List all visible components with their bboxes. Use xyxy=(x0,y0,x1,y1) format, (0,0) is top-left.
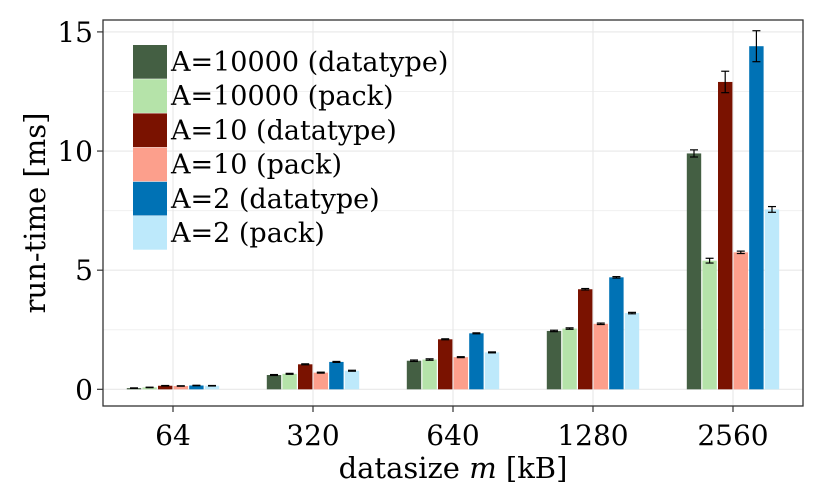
error-bar xyxy=(332,360,341,363)
error-bar xyxy=(736,250,745,255)
bar xyxy=(624,313,640,390)
error-bar xyxy=(488,351,496,354)
bar xyxy=(718,81,733,390)
bar xyxy=(142,387,157,390)
error-bar xyxy=(628,311,636,315)
x-tick-label: 320 xyxy=(286,419,339,452)
legend-item: A=10 (datatype) xyxy=(133,113,397,148)
error-bar xyxy=(410,359,418,363)
bar xyxy=(593,323,608,390)
bar xyxy=(204,385,220,390)
error-bar xyxy=(456,356,465,359)
bar xyxy=(313,372,328,390)
error-bar xyxy=(752,30,761,63)
x-axis-title-unit: [kB] xyxy=(497,451,568,485)
bar xyxy=(702,260,717,390)
legend: A=10000 (datatype)A=10000 (pack)A=10 (da… xyxy=(133,45,448,250)
error-bar xyxy=(690,149,698,158)
legend-item: A=2 (datatype) xyxy=(133,181,380,216)
error-bar xyxy=(612,276,621,279)
x-tick-label: 640 xyxy=(426,419,479,452)
bar xyxy=(562,328,577,390)
legend-swatch xyxy=(133,113,167,148)
y-axis-title: run-time [ms] xyxy=(18,113,52,314)
legend-item: A=10000 (datatype) xyxy=(133,45,448,79)
error-bar xyxy=(721,70,730,94)
error-bar xyxy=(705,257,714,264)
bar xyxy=(422,359,437,390)
legend-swatch xyxy=(133,216,167,250)
legend-label: A=2 (pack) xyxy=(170,218,325,249)
x-axis-title-variable: m xyxy=(469,451,497,485)
x-axis-title: datasize m [kB] xyxy=(339,451,568,485)
error-bar xyxy=(301,363,310,366)
bar xyxy=(329,361,344,390)
legend-label: A=2 (datatype) xyxy=(170,184,380,215)
bar xyxy=(764,209,780,390)
legend-swatch xyxy=(133,147,167,182)
x-axis-title-prefix: datasize xyxy=(339,451,470,485)
bar xyxy=(484,352,500,390)
x-tick-label: 1280 xyxy=(557,419,628,452)
bar xyxy=(609,277,624,390)
error-bar xyxy=(768,205,776,213)
bar xyxy=(438,339,453,390)
y-tick-label: 0 xyxy=(75,373,93,406)
y-tick-label: 5 xyxy=(75,254,93,287)
legend-label: A=10000 (pack) xyxy=(170,81,394,112)
bar xyxy=(266,375,282,390)
error-bar xyxy=(565,327,574,330)
error-bar xyxy=(596,322,605,326)
error-bar xyxy=(472,332,481,335)
grid xyxy=(103,20,803,406)
legend-label: A=10 (pack) xyxy=(170,150,342,181)
bar xyxy=(733,252,748,390)
legend-swatch xyxy=(133,79,167,113)
error-bar xyxy=(348,369,356,372)
bar xyxy=(189,385,204,390)
error-bar xyxy=(550,329,558,333)
error-bar xyxy=(581,287,590,291)
legend-label: A=10000 (datatype) xyxy=(170,47,448,78)
error-bar xyxy=(316,371,325,374)
legend-item: A=10 (pack) xyxy=(133,147,342,182)
x-tick-label: 2560 xyxy=(697,419,768,452)
legend-swatch xyxy=(133,45,167,79)
axes: 0 5 10 15 64 320 640 1280 2560 xyxy=(57,16,768,452)
bar xyxy=(158,385,173,390)
error-bar xyxy=(425,358,434,361)
error-bar xyxy=(285,372,294,375)
bar xyxy=(546,330,562,390)
error-bar xyxy=(441,338,450,341)
error-bar xyxy=(270,373,278,377)
y-tick-label: 10 xyxy=(57,135,93,168)
x-tick-label: 64 xyxy=(155,419,191,452)
bar xyxy=(406,360,422,390)
bar xyxy=(282,373,297,390)
bar xyxy=(578,289,593,390)
bar xyxy=(686,153,702,390)
legend-swatch xyxy=(133,181,167,216)
bar xyxy=(749,46,764,390)
bar xyxy=(173,385,188,390)
bar xyxy=(453,357,468,390)
legend-item: A=10000 (pack) xyxy=(133,79,394,113)
bars xyxy=(126,30,780,390)
bar xyxy=(344,370,360,390)
bar xyxy=(469,333,484,390)
bar xyxy=(298,364,313,390)
legend-label: A=10 (datatype) xyxy=(170,115,397,146)
y-tick-label: 15 xyxy=(57,16,93,49)
legend-item: A=2 (pack) xyxy=(133,216,325,250)
